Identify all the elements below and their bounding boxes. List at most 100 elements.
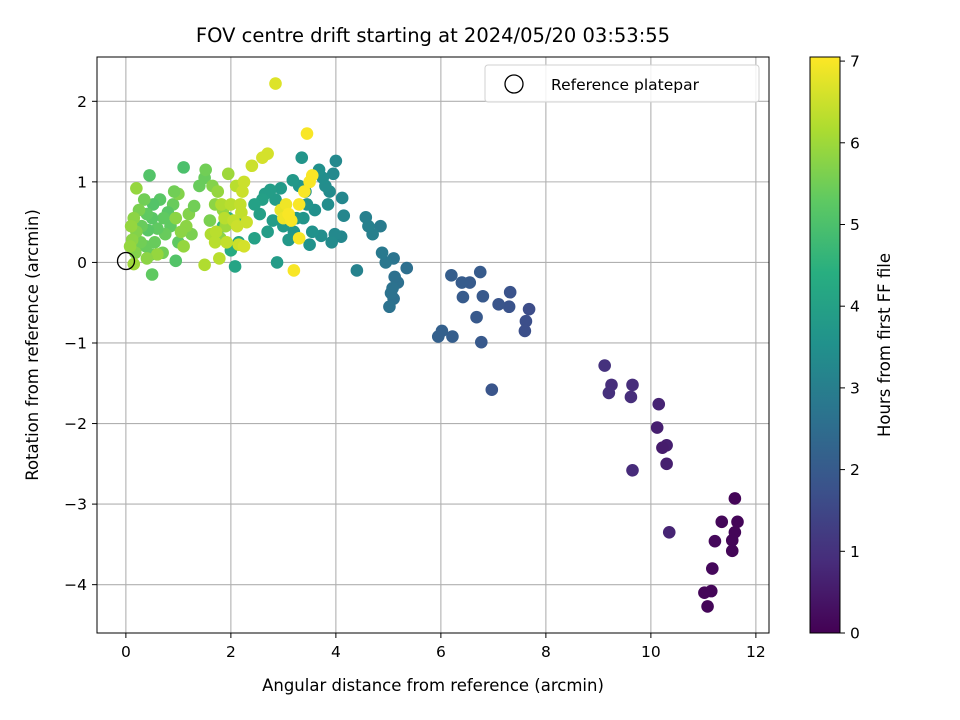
colorbar-tick-label: 4 — [850, 298, 860, 316]
gridlines — [97, 57, 769, 633]
data-point — [145, 268, 159, 281]
data-point — [261, 225, 274, 239]
data-point — [384, 286, 398, 300]
plot-frame — [96, 56, 770, 634]
legend-open-circle-icon — [504, 74, 524, 94]
data-point — [503, 285, 517, 299]
data-point — [279, 198, 293, 211]
data-point — [303, 238, 316, 252]
data-point — [143, 169, 156, 182]
colorbar-tick-label: 0 — [850, 625, 860, 643]
data-point — [228, 260, 242, 273]
data-point — [237, 175, 251, 189]
data-point — [662, 526, 676, 539]
data-point — [518, 324, 532, 338]
data-point — [475, 335, 488, 349]
data-point — [701, 600, 714, 613]
x-tick-label: 0 — [121, 643, 131, 661]
y-tick-label: −1 — [64, 334, 87, 352]
data-point — [157, 211, 170, 225]
data-point — [261, 147, 274, 160]
colorbar-tick-label: 3 — [850, 379, 860, 397]
data-point — [230, 219, 244, 233]
chart-title: FOV centre drift starting at 2024/05/20 … — [196, 24, 670, 47]
data-point — [169, 211, 183, 225]
data-point — [224, 198, 238, 211]
data-point — [519, 314, 533, 328]
data-point — [240, 215, 253, 229]
data-point — [350, 264, 364, 277]
data-point — [652, 397, 666, 411]
data-point — [329, 154, 343, 168]
data-point — [522, 302, 536, 316]
data-point — [473, 265, 487, 279]
data-point — [502, 300, 516, 314]
data-point — [359, 211, 373, 224]
data-point — [199, 163, 212, 177]
data-point — [660, 457, 673, 471]
y-tick-label: −2 — [64, 415, 87, 433]
x-tick-label: 6 — [436, 643, 446, 661]
data-points — [123, 77, 744, 613]
colorbar-ticks: 0 1 2 3 4 5 6 7 — [840, 53, 860, 643]
data-point — [266, 214, 280, 227]
data-point — [375, 246, 389, 260]
data-point — [274, 182, 288, 195]
data-point — [167, 185, 181, 198]
data-point — [725, 534, 739, 547]
x-tick-label: 4 — [331, 643, 341, 661]
data-point — [140, 252, 154, 265]
data-point — [305, 169, 319, 182]
colorbar: 0 1 2 3 4 5 6 7 Hours from first FF file — [809, 53, 894, 643]
x-axis-label: Angular distance from reference (arcmin) — [262, 676, 604, 695]
data-point — [325, 235, 338, 249]
data-point — [374, 219, 387, 233]
data-point — [725, 544, 739, 558]
data-point — [598, 359, 611, 372]
data-point — [245, 159, 259, 173]
data-point — [151, 222, 164, 235]
data-point — [706, 562, 719, 575]
data-point — [282, 233, 295, 247]
colorbar-tick-label: 5 — [850, 216, 860, 234]
data-point — [300, 127, 314, 140]
data-point — [123, 240, 137, 253]
data-point — [187, 199, 201, 213]
y-tick-label: 2 — [77, 93, 87, 111]
data-point — [379, 256, 393, 269]
colorbar-label: Hours from first FF file — [875, 253, 894, 437]
data-point — [215, 198, 228, 211]
data-point — [253, 207, 267, 221]
data-point — [485, 383, 499, 397]
data-point — [400, 261, 414, 275]
y-axis: 2 1 0 −1 −2 −3 −4 — [64, 93, 97, 594]
data-point — [455, 276, 469, 289]
y-axis-label: Rotation from reference (arcmin) — [23, 209, 42, 481]
y-tick-label: −4 — [64, 576, 87, 594]
data-point — [731, 515, 744, 529]
data-point — [326, 167, 340, 181]
data-point — [151, 248, 164, 261]
data-point — [292, 231, 306, 245]
data-point — [198, 258, 211, 272]
data-point — [130, 182, 143, 195]
data-point — [269, 193, 282, 206]
legend-box — [484, 64, 760, 103]
colorbar-frame — [809, 56, 841, 634]
data-point — [321, 198, 335, 211]
data-point — [137, 193, 151, 206]
data-point — [287, 264, 301, 277]
data-point — [388, 270, 401, 284]
data-point — [236, 185, 249, 198]
data-point — [292, 198, 306, 211]
data-point — [237, 240, 251, 253]
data-point — [174, 225, 188, 239]
data-point — [269, 77, 282, 90]
data-point — [492, 298, 505, 311]
colorbar-tick-label: 6 — [850, 134, 860, 152]
data-point — [286, 173, 300, 187]
y-tick-label: −3 — [64, 496, 87, 514]
colorbar-gradient — [810, 57, 840, 633]
data-point — [656, 441, 669, 455]
